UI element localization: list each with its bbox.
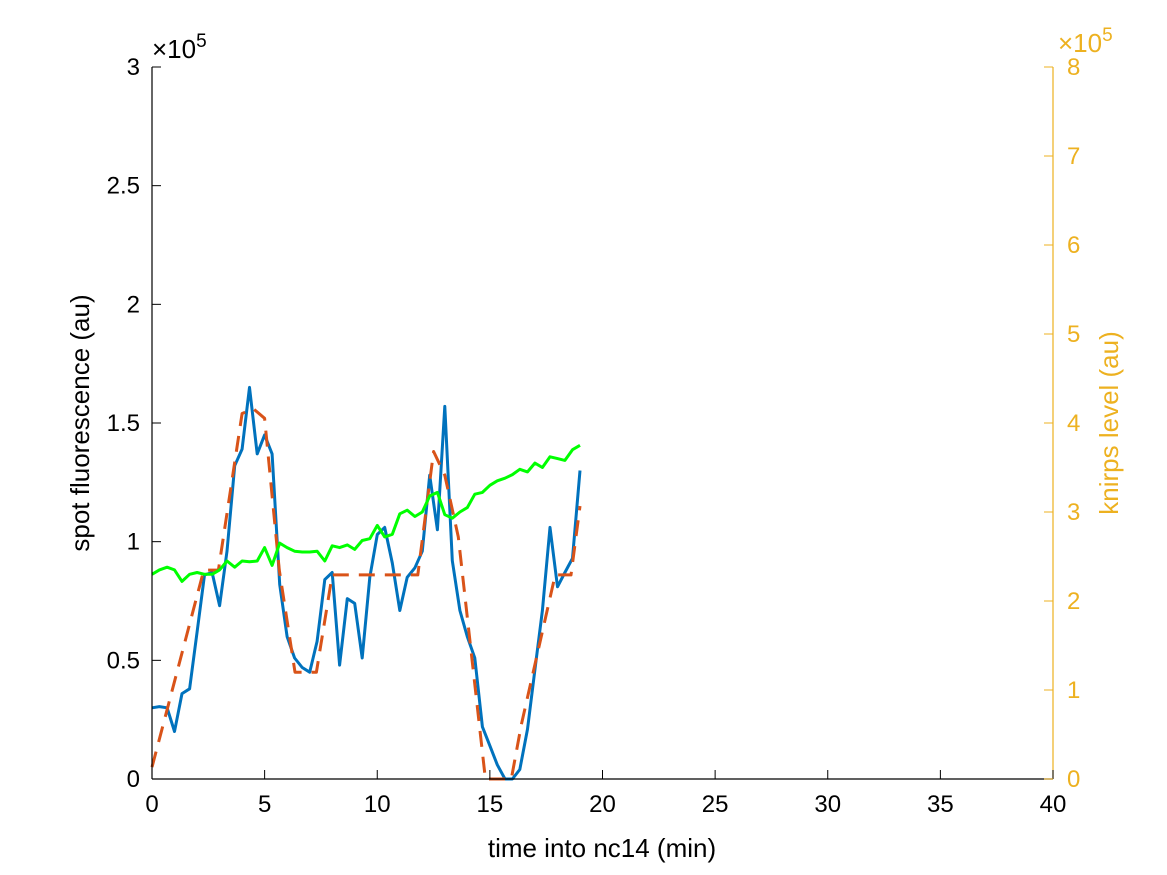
y-tick-label: 0	[127, 766, 140, 793]
y-axis-label-right: knirps level (au)	[1094, 331, 1124, 515]
x-tick-label: 15	[477, 791, 504, 818]
x-tick-label: 35	[927, 791, 954, 818]
series-line-knirps	[151, 444, 581, 583]
y-tick-label-right: 6	[1067, 232, 1080, 259]
y-axis-label: spot fluorescence (au)	[65, 294, 95, 551]
y-tick-label-right: 8	[1067, 54, 1080, 81]
y-tick-label-right: 5	[1067, 321, 1080, 348]
x-tick-label: 25	[702, 791, 729, 818]
x-tick-label: 40	[1040, 791, 1067, 818]
y-ticks: 0 0.5 1 1.5 2 2.5 3	[107, 54, 161, 793]
x-ticks: 0 5 10 15 20 25 30 35 40	[145, 770, 1066, 818]
y-tick-label-right: 4	[1067, 410, 1080, 437]
y-exponent-label-right: ×105	[1058, 25, 1113, 58]
x-tick-label: 30	[814, 791, 841, 818]
y-tick-label: 0.5	[107, 647, 140, 674]
x-axis-label: time into nc14 (min)	[488, 833, 716, 863]
x-tick-label: 0	[145, 791, 158, 818]
y-ticks-right: 0 1 2 3 4 5 6 7 8	[1044, 54, 1080, 793]
x-tick-label: 5	[258, 791, 271, 818]
y-tick-label-right: 7	[1067, 143, 1080, 170]
series-line-fit	[150, 407, 582, 781]
y-tick-label-right: 0	[1067, 766, 1080, 793]
y-tick-label: 2.5	[107, 173, 140, 200]
y-tick-label: 2	[127, 291, 140, 318]
y-tick-label: 3	[127, 54, 140, 81]
y-tick-label-right: 1	[1067, 677, 1080, 704]
y-tick-label: 1.5	[107, 410, 140, 437]
y-exponent-label: ×105	[152, 31, 207, 64]
x-tick-label: 10	[364, 791, 391, 818]
x-tick-label: 20	[589, 791, 616, 818]
y-tick-label-right: 2	[1067, 588, 1080, 615]
y-tick-label: 1	[127, 529, 140, 556]
y-tick-label-right: 3	[1067, 499, 1080, 526]
